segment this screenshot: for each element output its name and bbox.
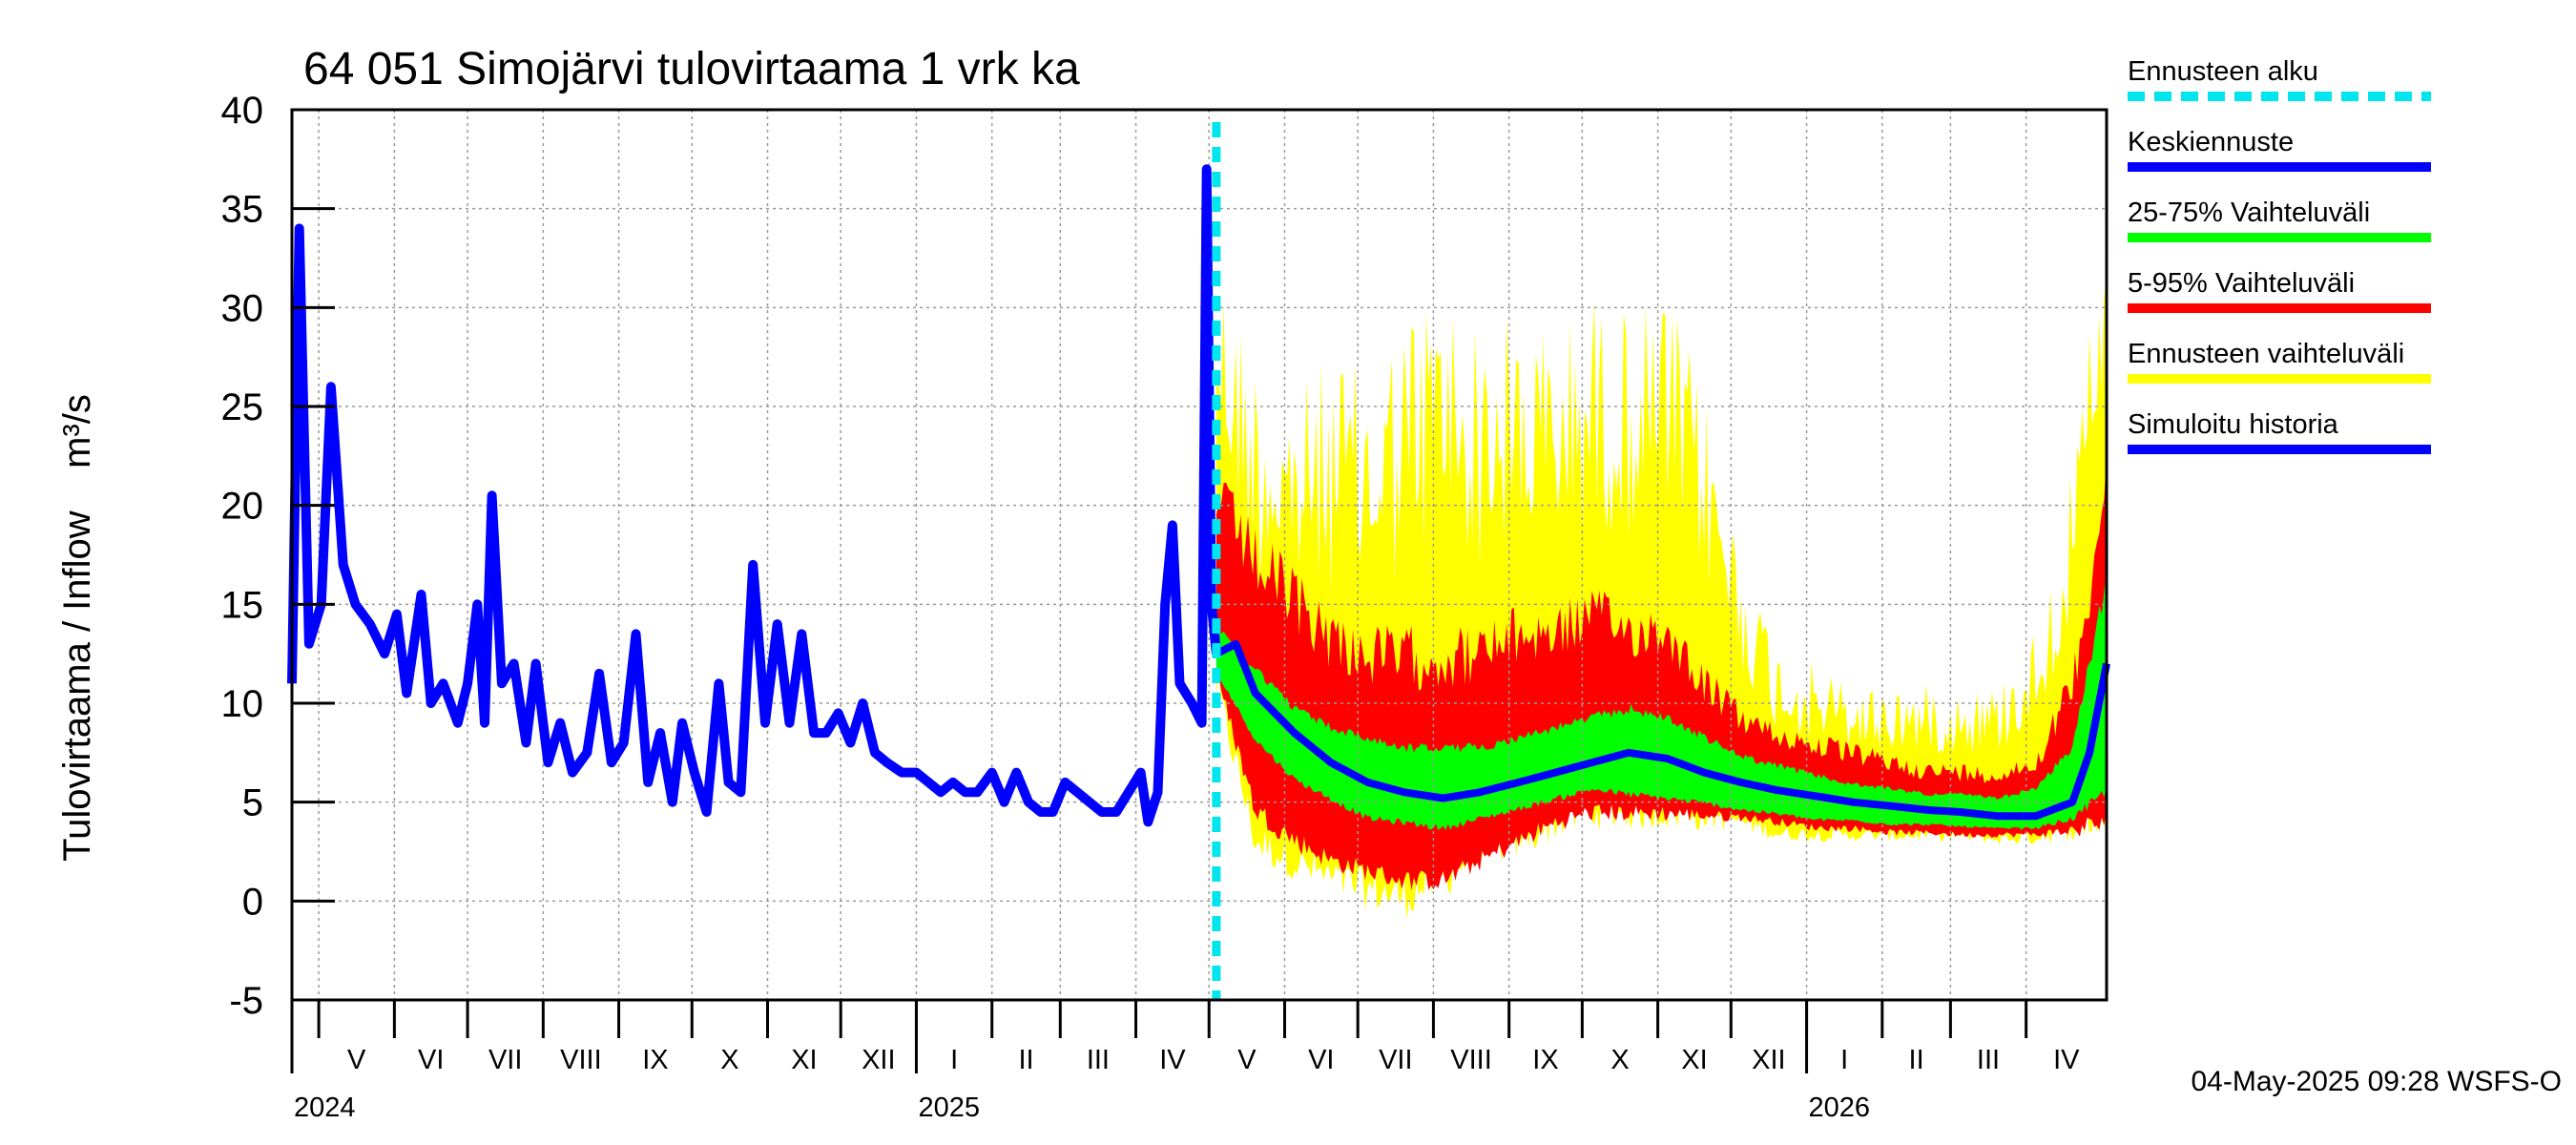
x-month-label: III bbox=[1977, 1045, 2000, 1075]
y-tick-label: 10 bbox=[221, 683, 264, 725]
x-month-label: XI bbox=[1681, 1045, 1707, 1075]
y-tick-label: 30 bbox=[221, 287, 264, 329]
legend-label: 5-95% Vaihteluväli bbox=[2128, 268, 2355, 299]
x-month-label: V bbox=[347, 1045, 366, 1075]
x-year-label: 2026 bbox=[1809, 1093, 1871, 1123]
y-tick-label: 40 bbox=[221, 90, 264, 132]
x-month-label: X bbox=[720, 1045, 738, 1075]
plot-frame bbox=[290, 108, 2109, 1002]
y-tick-label: 25 bbox=[221, 386, 264, 428]
x-month-label: X bbox=[1610, 1045, 1629, 1075]
y-tick-label: 35 bbox=[221, 189, 264, 231]
x-month-label: VI bbox=[1308, 1045, 1334, 1075]
y-tick-label: 5 bbox=[242, 782, 263, 824]
x-month-label: VII bbox=[488, 1045, 522, 1075]
x-year-label: 2025 bbox=[918, 1093, 980, 1123]
y-tick-label: 0 bbox=[242, 881, 263, 923]
y-axis-title: Tulovirtaama / Inflow m³/s bbox=[56, 394, 98, 862]
series-keskiennuste bbox=[1215, 639, 2110, 821]
chart-title: 64 051 Simojärvi tulovirtaama 1 vrk ka bbox=[303, 44, 1080, 94]
x-month-label: II bbox=[1018, 1045, 1033, 1075]
y-tick-label: 15 bbox=[221, 584, 264, 626]
x-month-label: VIII bbox=[1450, 1045, 1492, 1075]
grid bbox=[292, 109, 2108, 1000]
x-year-label: 2024 bbox=[294, 1093, 356, 1123]
x-month-label: I bbox=[950, 1045, 958, 1075]
x-month-label: IX bbox=[642, 1045, 668, 1075]
forecast-bands bbox=[1215, 275, 2107, 920]
series-lines bbox=[287, 122, 2110, 1000]
x-month-label: IV bbox=[2053, 1045, 2080, 1075]
y-tick-label: 20 bbox=[221, 486, 264, 528]
x-month-label: IV bbox=[1159, 1045, 1186, 1075]
x-month-label: II bbox=[1909, 1045, 1924, 1075]
x-month-label: XI bbox=[791, 1045, 817, 1075]
y-tick-label: -5 bbox=[229, 980, 263, 1022]
legend-label: Keskiennuste bbox=[2128, 127, 2294, 157]
x-month-label: XII bbox=[1752, 1045, 1785, 1075]
legend-label: Simuloitu historia bbox=[2128, 409, 2339, 440]
x-month-label: IX bbox=[1532, 1045, 1558, 1075]
legend-label: Ennusteen vaihteluväli bbox=[2128, 339, 2404, 369]
series-simuloitu-historia bbox=[287, 164, 1221, 827]
x-month-label: VI bbox=[418, 1045, 444, 1075]
x-month-label: III bbox=[1087, 1045, 1110, 1075]
x-month-label: V bbox=[1237, 1045, 1257, 1075]
legend-label: Ennusteen alku bbox=[2128, 56, 2318, 87]
x-month-label: XII bbox=[862, 1045, 895, 1075]
band-25-75-vaihteluv-li bbox=[1215, 567, 2107, 831]
x-month-label: VII bbox=[1379, 1045, 1412, 1075]
x-month-label: I bbox=[1840, 1045, 1848, 1075]
legend: Ennusteen alku Keskiennuste 25-75% Vaihtel… bbox=[2128, 56, 2431, 454]
x-month-label: VIII bbox=[560, 1045, 602, 1075]
legend-label: 25-75% Vaihteluväli bbox=[2128, 198, 2370, 228]
timestamp-footer: 04-May-2025 09:28 WSFS-O bbox=[2192, 1066, 2563, 1097]
